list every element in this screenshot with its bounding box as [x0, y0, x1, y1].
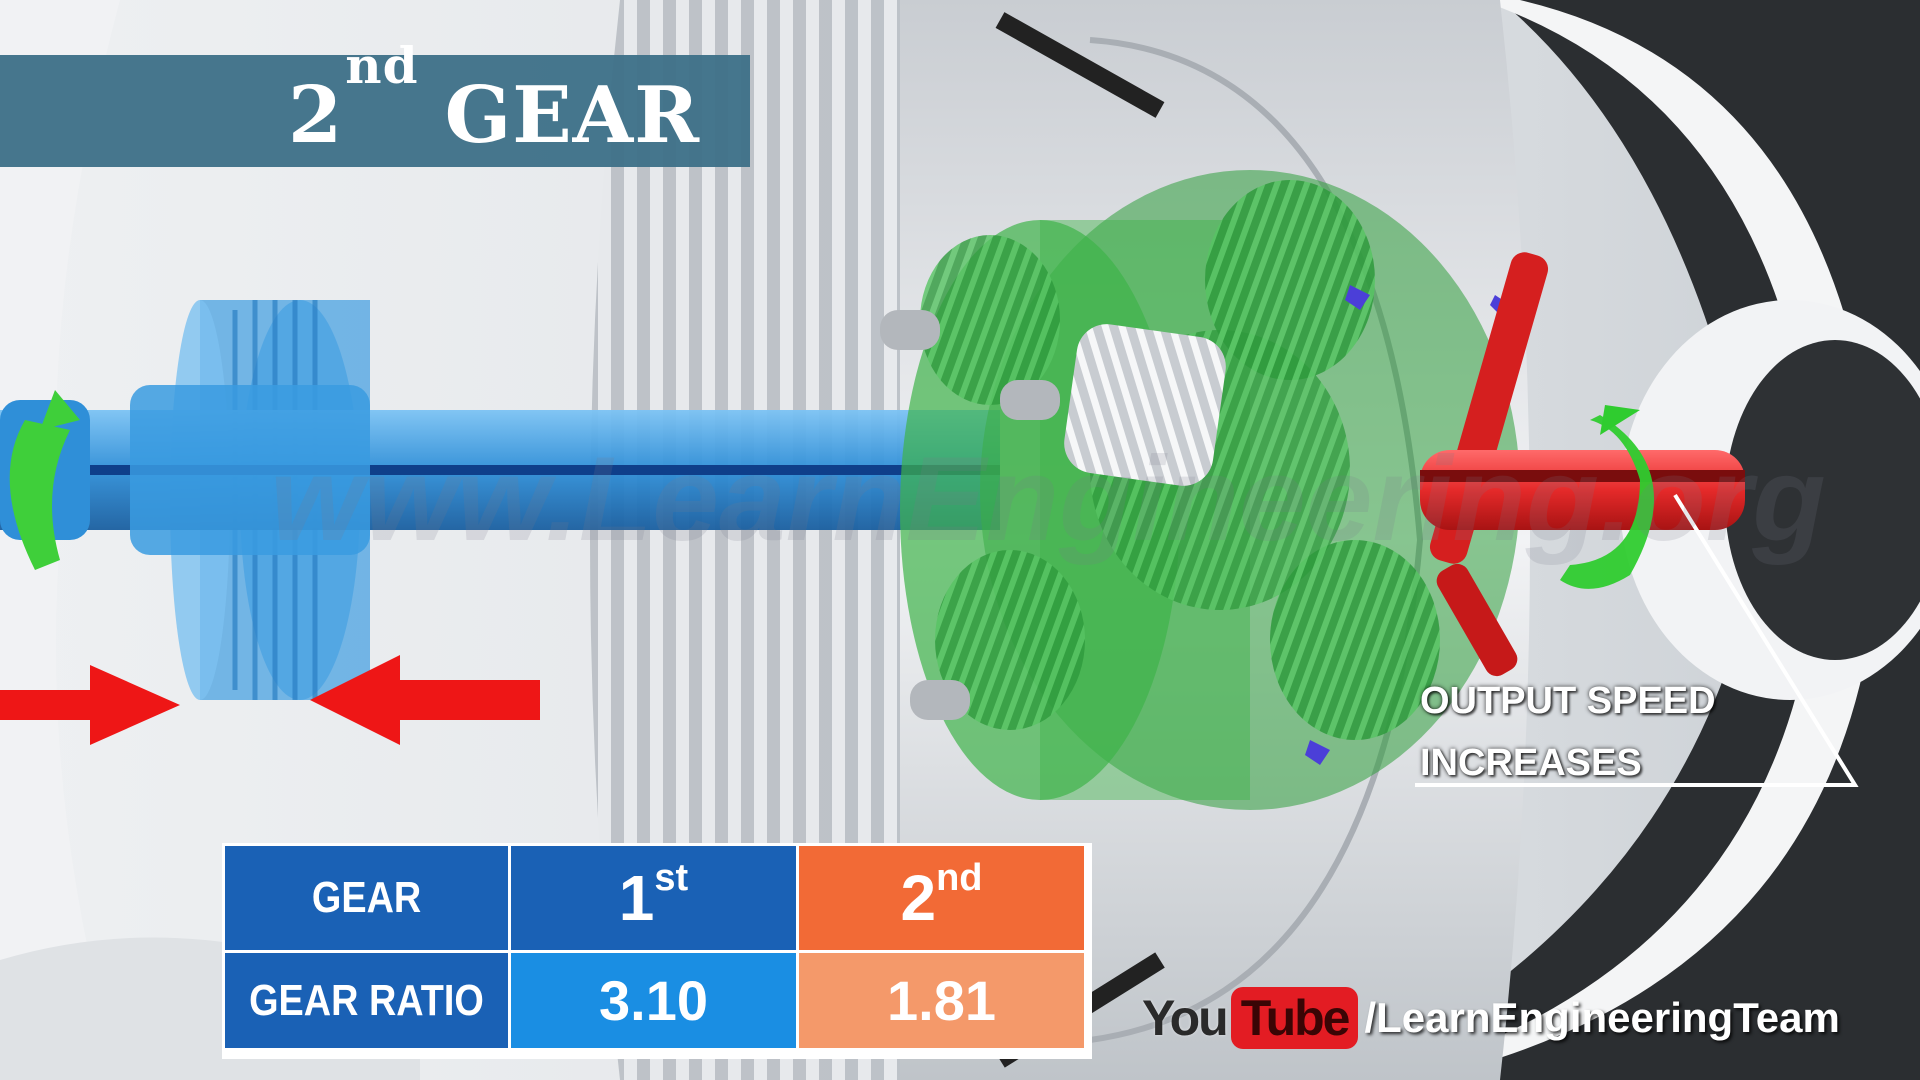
first-gear-number: 1: [618, 862, 655, 934]
output-speed-annotation: OUTPUT SPEED INCREASES: [1420, 670, 1716, 794]
table-header-gear: GEAR: [225, 846, 508, 950]
title-main-text: GEAR: [444, 70, 701, 161]
table-cell-second-gear-ratio: 1.81: [799, 953, 1084, 1048]
title-ordinal-suffix: nd: [345, 36, 419, 95]
annotation-line-2: INCREASES: [1420, 742, 1642, 784]
page-title: 2nd GEAR: [288, 36, 701, 161]
first-gear-ratio-value: 3.10: [599, 969, 708, 1032]
title-banner: [0, 55, 750, 167]
annotation-line-1: OUTPUT SPEED: [1420, 680, 1716, 722]
title-ordinal-number: 2: [288, 70, 344, 161]
table-row-label-gear-ratio: GEAR RATIO: [225, 953, 508, 1048]
second-gear-label: 2nd: [900, 857, 982, 935]
second-gear-number: 2: [900, 862, 937, 934]
website-watermark: www.LearnEngineering.org: [270, 432, 1826, 566]
gear-ratio-label: GEAR RATIO: [249, 975, 484, 1025]
table-cell-first-gear-ratio: 3.10: [511, 953, 796, 1048]
youtube-logo-tube: Tube: [1230, 987, 1359, 1049]
youtube-channel-branding: You Tube /LearnEngineeringTeam: [1142, 980, 1840, 1056]
table-header-second-gear: 2nd: [799, 846, 1084, 950]
gear-ratio-table: GEAR 1st 2nd GEAR RATIO 3.10 1.81: [222, 843, 1092, 1059]
gear-header-label: GEAR: [311, 873, 422, 922]
channel-handle: /LearnEngineeringTeam: [1364, 994, 1840, 1041]
table-header-first-gear: 1st: [511, 846, 796, 950]
second-gear-ratio-value: 1.81: [887, 969, 996, 1032]
second-gear-suffix: nd: [936, 856, 983, 899]
youtube-logo-you: You: [1142, 990, 1229, 1046]
first-gear-label: 1st: [618, 857, 688, 935]
first-gear-suffix: st: [654, 856, 689, 899]
